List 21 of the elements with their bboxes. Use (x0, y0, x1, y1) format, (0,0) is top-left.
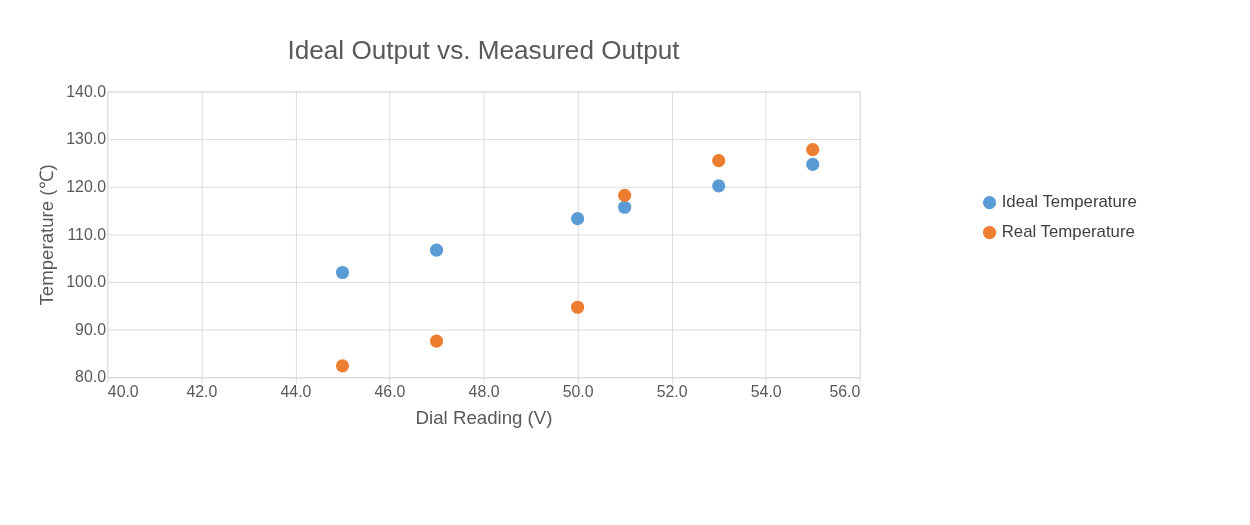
x-tick-label: 48.0 (468, 383, 500, 401)
x-tick-label: 54.0 (750, 383, 782, 401)
y-tick-label: 130.0 (66, 130, 107, 148)
legend-label: Real Temperature (1001, 222, 1135, 242)
y-tick-label: 120.0 (66, 177, 107, 195)
x-tick-label: 56.0 (829, 383, 861, 401)
y-tick-label: 110.0 (67, 225, 107, 243)
x-tick-label: 42.0 (186, 383, 218, 401)
x-axis-title: Dial Reading (V) (415, 407, 553, 429)
legend-label: Ideal Temperature (1001, 192, 1137, 212)
chart-title: Ideal Output vs. Measured Output (287, 34, 681, 65)
y-tick-label: 90.0 (75, 320, 107, 338)
y-tick-label: 140.0 (66, 82, 107, 100)
x-tick-label: 40.0 (107, 383, 139, 401)
x-tick-label: 52.0 (656, 383, 688, 401)
x-tick-label: 50.0 (562, 383, 594, 401)
y-axis-title: Temperature (℃) (36, 164, 58, 306)
x-tick-label: 46.0 (374, 383, 406, 401)
y-tick-label: 100.0 (66, 273, 107, 291)
x-tick-label: 44.0 (280, 383, 312, 401)
y-tick-label: 80.0 (75, 368, 107, 386)
